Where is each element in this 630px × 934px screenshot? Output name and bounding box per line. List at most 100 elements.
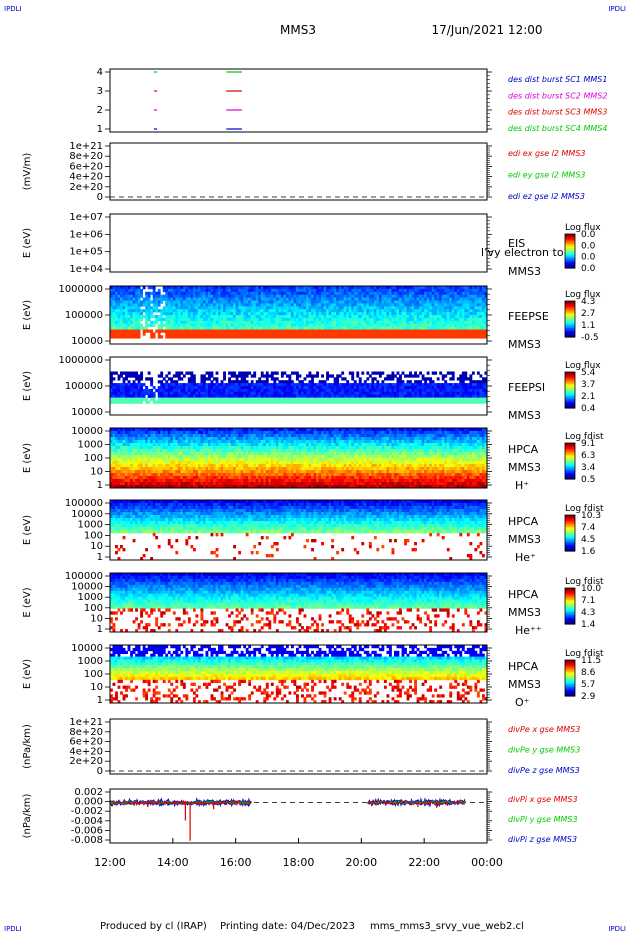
- feepse-cell: [110, 317, 113, 322]
- feepse-cell: [351, 323, 355, 327]
- hpca_h-cell: [127, 476, 131, 480]
- feepse-cell: [444, 306, 448, 310]
- feepsi-cell: [326, 377, 330, 381]
- feepse-cell: [449, 312, 453, 316]
- feepse-cell: [167, 288, 171, 293]
- feepse-cell: [192, 326, 196, 330]
- feepse-cell: [117, 297, 121, 301]
- feepse-cell: [341, 291, 345, 296]
- hpca_h-cell: [112, 446, 116, 450]
- hpca_h-cell: [132, 443, 136, 447]
- hpca_h-cell: [137, 455, 141, 459]
- hpca_h-cell: [142, 443, 146, 447]
- hpca_h-cell: [115, 428, 118, 432]
- feepse-cell: [313, 312, 317, 316]
- feepsi-cell: [313, 386, 317, 390]
- feepsi-cell: [112, 383, 116, 387]
- feepsi-cell: [263, 383, 267, 387]
- hpca_h-cell: [152, 479, 156, 483]
- feepse-cell: [469, 326, 473, 330]
- feepse-cell: [404, 335, 407, 339]
- hpca_h-cell: [112, 428, 116, 432]
- feepse-cell: [464, 320, 468, 325]
- feepse-cell: [348, 297, 352, 301]
- feepse-cell: [479, 315, 483, 319]
- feepse-cell: [321, 317, 324, 322]
- feepsi-cell: [243, 386, 247, 390]
- feepse-cell: [318, 294, 322, 298]
- feepse-cell: [401, 303, 405, 307]
- feepse-cell: [120, 294, 123, 298]
- feepse-cell: [323, 326, 327, 330]
- feepse-cell: [331, 312, 335, 316]
- hpca_h-cell: [175, 479, 179, 483]
- feepse-cell: [268, 309, 272, 313]
- feepse-cell: [378, 300, 382, 304]
- feepsi-cell: [167, 371, 171, 375]
- feepse-cell: [170, 306, 174, 310]
- eis-ytick-label: 1e+07: [69, 212, 103, 223]
- feepsi-cell: [396, 400, 400, 404]
- feepse-cell: [373, 329, 377, 333]
- feepse-cell: [414, 312, 417, 316]
- hpca_h-cell: [195, 449, 199, 453]
- feepse-cell: [293, 294, 297, 298]
- feepsi-colorbar-cell: [565, 375, 575, 378]
- feepse-cell: [190, 288, 194, 293]
- feepsi-cell: [112, 371, 116, 375]
- feepse-cell: [228, 329, 231, 333]
- hpca_h-cell: [132, 464, 136, 468]
- feepse-cell: [273, 288, 277, 293]
- feepse-cell: [424, 300, 428, 304]
- feepse-cell: [318, 297, 322, 301]
- feepsi-cell: [386, 400, 390, 404]
- feepsi-cell: [301, 394, 304, 398]
- feepse-cell: [371, 291, 375, 296]
- feepse-cell: [135, 303, 138, 307]
- feepsi-cell: [172, 374, 176, 378]
- hpca_h-cell: [137, 431, 141, 435]
- hpca_h-cell: [162, 449, 166, 453]
- feepse-cell: [167, 326, 171, 330]
- feepsi-cell: [409, 394, 412, 398]
- feepse-cell: [431, 300, 435, 304]
- feepse-cell: [190, 335, 194, 339]
- feepse-cell: [202, 329, 206, 333]
- feepse-cell: [137, 297, 141, 301]
- feepsi-cell: [185, 383, 189, 387]
- feepsi-cell: [278, 391, 282, 396]
- feepsi-cell: [401, 386, 405, 390]
- feepsi-cell: [230, 371, 234, 375]
- feepse-cell: [248, 297, 252, 301]
- feepse-cell: [160, 317, 164, 322]
- feepse-cell: [429, 309, 433, 313]
- feepse-cell: [260, 315, 264, 319]
- feepse-cell: [172, 323, 176, 327]
- hpca_h-cell: [182, 431, 186, 435]
- hpca_h-cell: [162, 461, 166, 465]
- feepse-cell: [215, 288, 219, 293]
- feepse-cell: [356, 317, 360, 322]
- feepsi-cell: [341, 388, 345, 393]
- feepse-cell: [308, 323, 312, 327]
- hpca_h-cell: [150, 473, 154, 477]
- feepse-cell: [218, 312, 221, 316]
- feepse-cell: [336, 326, 340, 330]
- feepsi-cell: [283, 394, 287, 398]
- feepse-cell: [290, 306, 294, 310]
- hpca_h-cell: [195, 446, 199, 450]
- feepse-cell: [449, 297, 453, 301]
- feepse-cell: [376, 326, 380, 330]
- feepse-cell: [127, 317, 131, 322]
- feepse-cell: [454, 286, 458, 290]
- feepsi-cell: [419, 400, 422, 404]
- hpca_h-cell: [182, 440, 186, 444]
- feepse-cell: [115, 294, 118, 298]
- feepsi-cell: [348, 400, 352, 404]
- feepse-cell: [394, 320, 397, 325]
- feepse-cell: [110, 300, 113, 304]
- hpca_h-cell: [112, 479, 116, 483]
- feepse-cell: [238, 329, 242, 333]
- feepse-cell: [165, 320, 169, 325]
- feepsi-cell: [333, 380, 337, 384]
